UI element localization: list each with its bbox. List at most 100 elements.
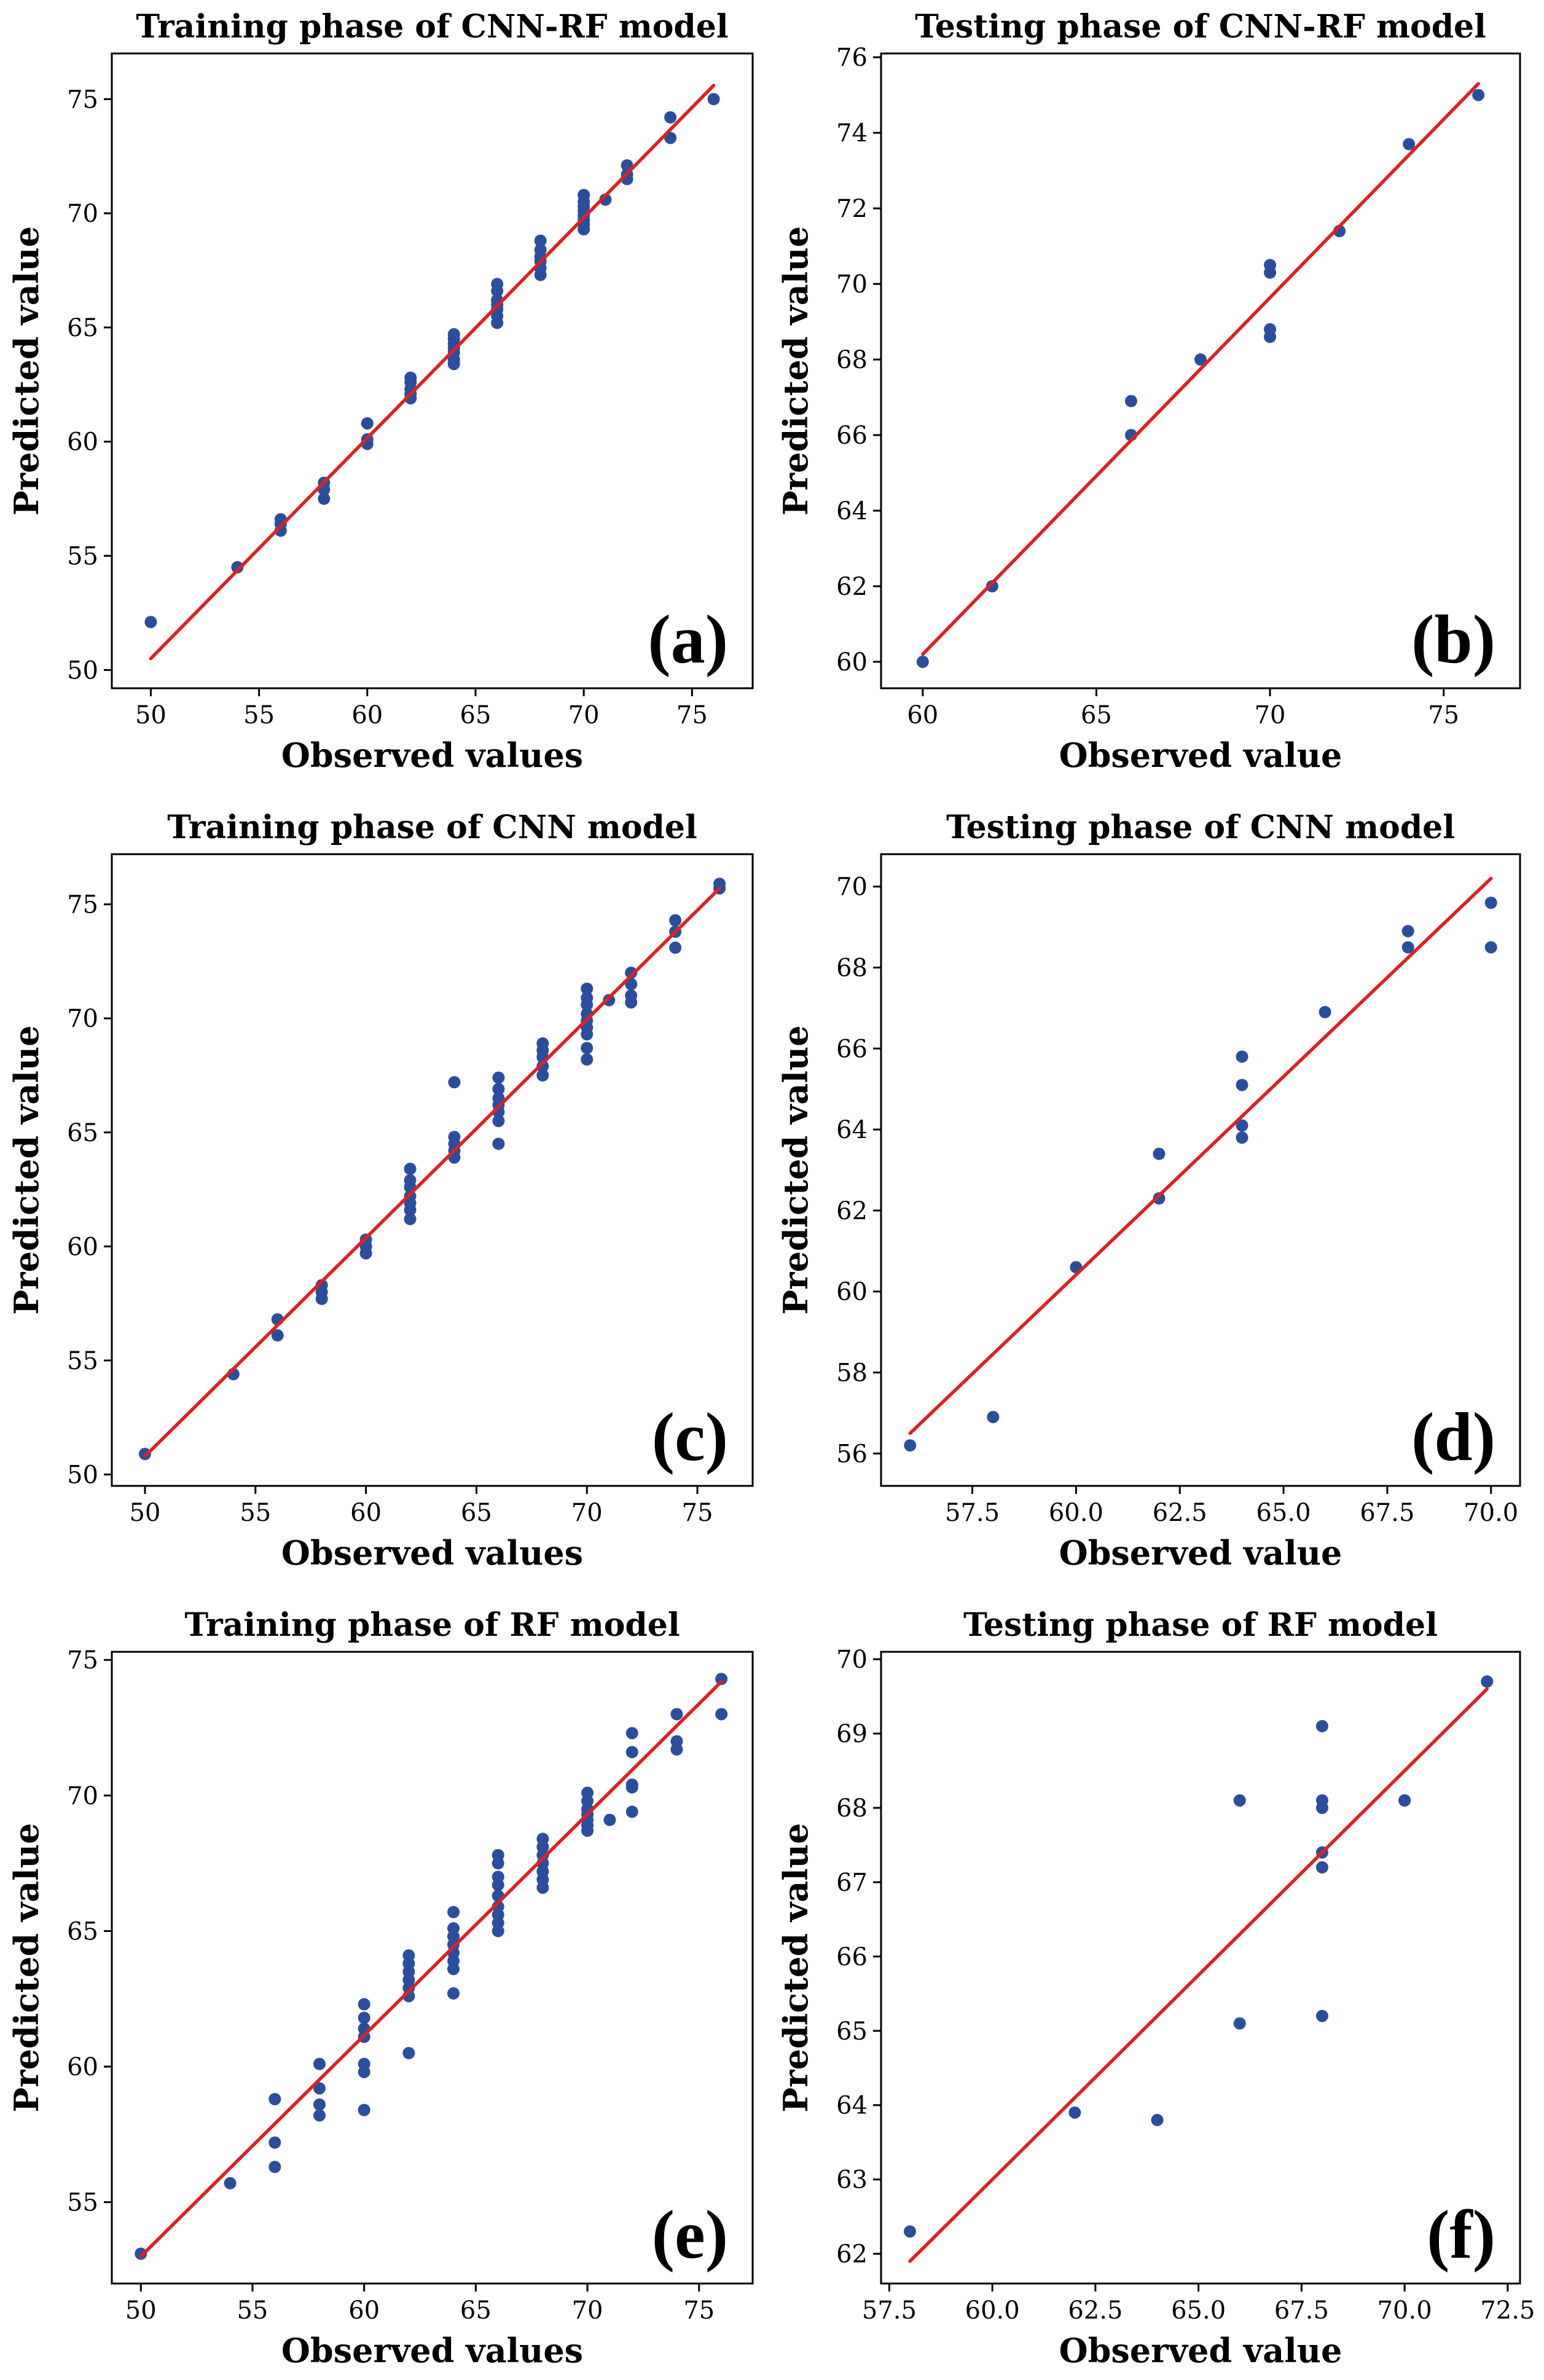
x-tick-label: 75 [683, 2296, 715, 2325]
data-point [581, 1053, 594, 1066]
data-point [1236, 1119, 1248, 1132]
x-tick-label: 57.5 [862, 2296, 917, 2325]
data-point [625, 1727, 638, 1740]
data-point [536, 1832, 549, 1845]
data-point [402, 1949, 415, 1962]
data-point [1319, 1006, 1331, 1018]
data-point [491, 278, 504, 291]
x-axis-label: Observed value [1059, 2331, 1342, 2370]
x-tick-label: 55 [243, 701, 275, 729]
data-point [313, 2098, 326, 2111]
chart-panel-5: Training phase of RF model 50 55 60 65 70 75 55… [7, 1606, 754, 2370]
x-tick-label: 55 [237, 2296, 268, 2325]
x-tick-label: 60 [351, 701, 383, 729]
data-point [447, 328, 460, 341]
x-tick-label: 75 [1428, 701, 1459, 729]
data-point [1398, 1794, 1411, 1807]
data-point [1484, 897, 1497, 909]
x-tick-label: 65 [460, 2296, 492, 2325]
data-point [358, 2011, 370, 2024]
y-tick-label: 70 [67, 1005, 98, 1033]
data-point [987, 1410, 1000, 1423]
y-tick-label: 58 [836, 1359, 868, 1387]
data-point [1236, 1078, 1248, 1091]
data-point [271, 1329, 284, 1342]
x-tick-label: 62.5 [1153, 1499, 1207, 1527]
data-point [1194, 353, 1207, 366]
y-tick-label: 60 [67, 2053, 98, 2081]
y-tick-label: 75 [67, 85, 98, 114]
axes-frame [880, 1651, 1521, 2285]
y-tick-label: 60 [836, 648, 868, 677]
y-axis-label: Predicted value [776, 1026, 815, 1315]
data-point [1124, 395, 1137, 407]
data-point [447, 1987, 460, 2000]
y-tick-label: 60 [67, 428, 98, 457]
y-tick-label: 50 [67, 656, 98, 685]
chart-panel-2: Testing phase of CNN-RF model 60 65 70 75 60 6… [776, 8, 1521, 775]
data-point [492, 1871, 504, 1883]
panel-label: (c) [652, 1399, 728, 1475]
panel-label: (d) [1411, 1399, 1495, 1475]
y-axis-label: Predicted value [7, 226, 46, 516]
y-tick-label: 65 [836, 2017, 868, 2046]
chart-panel-1: Training phase of CNN-RF model 50 55 60 65 70… [7, 8, 754, 775]
data-point [903, 2225, 916, 2238]
x-tick-label: 70 [568, 701, 600, 729]
data-point [669, 914, 682, 927]
data-point [224, 2177, 237, 2190]
data-point [534, 234, 547, 247]
y-tick-label: 65 [67, 314, 98, 342]
data-point [144, 616, 157, 629]
y-tick-label: 68 [836, 954, 868, 983]
y-tick-label: 64 [836, 497, 868, 525]
data-point [1233, 1794, 1246, 1807]
y-tick-label: 66 [836, 1035, 868, 1063]
y-tick-label: 74 [836, 119, 868, 147]
data-point [402, 2046, 415, 2059]
y-tick-label: 60 [67, 1233, 98, 1261]
data-point [492, 1137, 505, 1150]
data-point [669, 941, 682, 954]
chart-title: Testing phase of CNN-RF model [915, 8, 1486, 45]
data-point [581, 1042, 594, 1055]
data-point [625, 966, 638, 979]
x-tick-label: 50 [129, 1499, 160, 1527]
y-tick-label: 68 [836, 1794, 868, 1823]
x-axis-label: Observed values [281, 736, 583, 775]
data-point [986, 579, 998, 592]
x-tick-label: 60 [350, 1499, 382, 1527]
chart-title: Training phase of CNN-RF model [136, 8, 728, 45]
data-point [313, 2082, 326, 2095]
data-point [670, 1708, 683, 1721]
data-point [313, 2109, 326, 2122]
data-point [268, 2161, 281, 2174]
data-point [404, 371, 417, 384]
data-point [625, 1778, 638, 1791]
x-tick-label: 60 [348, 2296, 380, 2325]
y-tick-label: 67 [836, 1869, 868, 1897]
data-point [447, 1906, 460, 1919]
axes-frame [111, 853, 754, 1487]
x-tick-label: 72.5 [1480, 2296, 1535, 2325]
y-tick-label: 68 [836, 346, 868, 374]
y-tick-label: 70 [67, 200, 98, 228]
x-tick-label: 65 [461, 1499, 492, 1527]
x-tick-label: 62.5 [1068, 2296, 1123, 2325]
panel-label: (a) [648, 602, 728, 678]
data-point [1153, 1192, 1166, 1205]
x-tick-label: 60 [907, 701, 938, 729]
axes-frame [111, 52, 754, 689]
x-tick-label: 65 [460, 701, 492, 729]
chart-title: Training phase of RF model [184, 1606, 680, 1644]
data-point [536, 1060, 549, 1073]
data-point [1264, 259, 1277, 272]
data-point [268, 2136, 281, 2149]
data-point [1472, 88, 1485, 101]
y-tick-label: 65 [67, 1917, 98, 1946]
panel-label: (b) [1411, 602, 1495, 678]
x-tick-label: 75 [676, 701, 708, 729]
y-tick-label: 62 [836, 573, 868, 601]
fit-line [149, 84, 716, 661]
